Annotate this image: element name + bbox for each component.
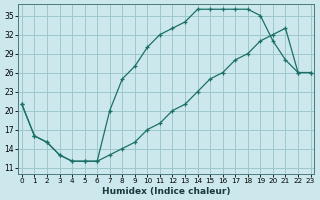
X-axis label: Humidex (Indice chaleur): Humidex (Indice chaleur) [102,187,230,196]
